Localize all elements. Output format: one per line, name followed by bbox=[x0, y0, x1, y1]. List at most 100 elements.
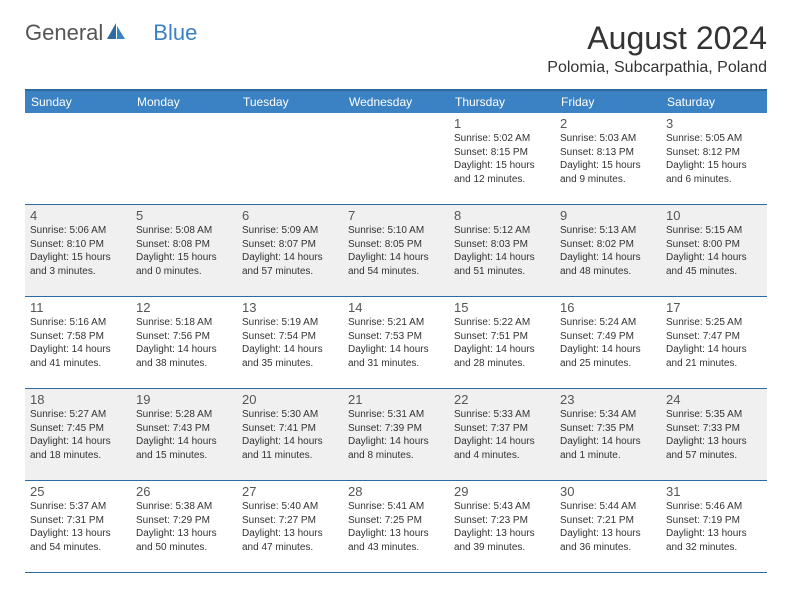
day-number: 19 bbox=[136, 392, 232, 407]
day-number: 5 bbox=[136, 208, 232, 223]
sunrise-text: Sunrise: 5:05 AM bbox=[666, 132, 762, 146]
logo-text-1: General bbox=[25, 20, 103, 46]
calendar-cell: 26Sunrise: 5:38 AMSunset: 7:29 PMDayligh… bbox=[131, 481, 237, 573]
calendar-cell: 12Sunrise: 5:18 AMSunset: 7:56 PMDayligh… bbox=[131, 297, 237, 389]
sunrise-text: Sunrise: 5:06 AM bbox=[30, 224, 126, 238]
sunset-text: Sunset: 7:33 PM bbox=[666, 422, 762, 436]
sail-icon bbox=[105, 21, 127, 46]
sunrise-text: Sunrise: 5:21 AM bbox=[348, 316, 444, 330]
sunrise-text: Sunrise: 5:40 AM bbox=[242, 500, 338, 514]
sunrise-text: Sunrise: 5:15 AM bbox=[666, 224, 762, 238]
calendar-cell: 5Sunrise: 5:08 AMSunset: 8:08 PMDaylight… bbox=[131, 205, 237, 297]
daylight-text: Daylight: 14 hours and 48 minutes. bbox=[560, 251, 656, 278]
day-number: 18 bbox=[30, 392, 126, 407]
calendar-week: 1Sunrise: 5:02 AMSunset: 8:15 PM Daylight… bbox=[25, 113, 767, 205]
calendar-cell: 21Sunrise: 5:31 AMSunset: 7:39 PMDayligh… bbox=[343, 389, 449, 481]
page-title: August 2024 bbox=[547, 20, 767, 57]
calendar-cell: 9Sunrise: 5:13 AMSunset: 8:02 PMDaylight… bbox=[555, 205, 661, 297]
calendar-week: 18Sunrise: 5:27 AMSunset: 7:45 PMDayligh… bbox=[25, 389, 767, 481]
sunrise-text: Sunrise: 5:37 AM bbox=[30, 500, 126, 514]
logo-text-2: Blue bbox=[153, 20, 197, 46]
location-text: Polomia, Subcarpathia, Poland bbox=[547, 59, 767, 77]
daylight-text: Daylight: 13 hours and 32 minutes. bbox=[666, 527, 762, 554]
day-number: 1 bbox=[454, 116, 550, 131]
calendar-week: 4Sunrise: 5:06 AMSunset: 8:10 PMDaylight… bbox=[25, 205, 767, 297]
day-number: 31 bbox=[666, 484, 762, 499]
sunset-text: Sunset: 7:25 PM bbox=[348, 514, 444, 528]
sunrise-text: Sunrise: 5:02 AM bbox=[454, 132, 550, 146]
sunset-text: Sunset: 8:07 PM bbox=[242, 238, 338, 252]
day-number: 12 bbox=[136, 300, 232, 315]
sunrise-text: Sunrise: 5:22 AM bbox=[454, 316, 550, 330]
calendar-cell: 17Sunrise: 5:25 AMSunset: 7:47 PMDayligh… bbox=[661, 297, 767, 389]
sunset-text: Sunset: 8:13 PM bbox=[560, 146, 656, 160]
calendar-cell: 2Sunrise: 5:03 AMSunset: 8:13 PMDaylight… bbox=[555, 113, 661, 205]
title-block: August 2024 Polomia, Subcarpathia, Polan… bbox=[547, 20, 767, 77]
daylight-text: Daylight: 14 hours and 21 minutes. bbox=[666, 343, 762, 370]
sunset-text: Sunset: 7:41 PM bbox=[242, 422, 338, 436]
day-number: 7 bbox=[348, 208, 444, 223]
calendar-cell: 15Sunrise: 5:22 AMSunset: 7:51 PMDayligh… bbox=[449, 297, 555, 389]
daylight-text: Daylight: 13 hours and 39 minutes. bbox=[454, 527, 550, 554]
calendar-cell: 3Sunrise: 5:05 AMSunset: 8:12 PMDaylight… bbox=[661, 113, 767, 205]
daylight-text: Daylight: 13 hours and 57 minutes. bbox=[666, 435, 762, 462]
logo: General Blue bbox=[25, 20, 197, 46]
sunrise-text: Sunrise: 5:10 AM bbox=[348, 224, 444, 238]
daylight-text: Daylight: 14 hours and 31 minutes. bbox=[348, 343, 444, 370]
sunset-text: Sunset: 7:23 PM bbox=[454, 514, 550, 528]
sunrise-text: Sunrise: 5:08 AM bbox=[136, 224, 232, 238]
sunset-text: Sunset: 7:37 PM bbox=[454, 422, 550, 436]
day-number: 2 bbox=[560, 116, 656, 131]
day-number: 9 bbox=[560, 208, 656, 223]
daylight-text: Daylight: 13 hours and 47 minutes. bbox=[242, 527, 338, 554]
calendar-cell: 22Sunrise: 5:33 AMSunset: 7:37 PMDayligh… bbox=[449, 389, 555, 481]
day-number: 29 bbox=[454, 484, 550, 499]
weekday-header: Tuesday bbox=[237, 90, 343, 113]
day-number: 8 bbox=[454, 208, 550, 223]
day-number: 4 bbox=[30, 208, 126, 223]
daylight-text: Daylight: 15 hours and 0 minutes. bbox=[136, 251, 232, 278]
daylight-text: Daylight: 13 hours and 36 minutes. bbox=[560, 527, 656, 554]
weekday-header: Sunday bbox=[25, 90, 131, 113]
sunset-text: Sunset: 7:58 PM bbox=[30, 330, 126, 344]
sunrise-text: Sunrise: 5:46 AM bbox=[666, 500, 762, 514]
sunset-text: Sunset: 7:53 PM bbox=[348, 330, 444, 344]
calendar-cell: 31Sunrise: 5:46 AMSunset: 7:19 PMDayligh… bbox=[661, 481, 767, 573]
sunrise-text: Sunrise: 5:16 AM bbox=[30, 316, 126, 330]
daylight-text: Daylight: 14 hours and 38 minutes. bbox=[136, 343, 232, 370]
daylight-text: Daylight: 14 hours and 57 minutes. bbox=[242, 251, 338, 278]
day-number: 30 bbox=[560, 484, 656, 499]
sunset-text: Sunset: 7:49 PM bbox=[560, 330, 656, 344]
calendar-cell: 23Sunrise: 5:34 AMSunset: 7:35 PMDayligh… bbox=[555, 389, 661, 481]
calendar-cell: 6Sunrise: 5:09 AMSunset: 8:07 PMDaylight… bbox=[237, 205, 343, 297]
weekday-header: Monday bbox=[131, 90, 237, 113]
day-number: 11 bbox=[30, 300, 126, 315]
calendar-cell: 30Sunrise: 5:44 AMSunset: 7:21 PMDayligh… bbox=[555, 481, 661, 573]
calendar-cell bbox=[25, 113, 131, 205]
sunrise-text: Sunrise: 5:44 AM bbox=[560, 500, 656, 514]
day-number: 27 bbox=[242, 484, 338, 499]
sunset-text: Sunset: 7:19 PM bbox=[666, 514, 762, 528]
daylight-text: Daylight: 14 hours and 51 minutes. bbox=[454, 251, 550, 278]
sunrise-text: Sunrise: 5:12 AM bbox=[454, 224, 550, 238]
day-number: 17 bbox=[666, 300, 762, 315]
weekday-header: Saturday bbox=[661, 90, 767, 113]
daylight-text: Daylight: 14 hours and 54 minutes. bbox=[348, 251, 444, 278]
sunset-text: Sunset: 7:27 PM bbox=[242, 514, 338, 528]
day-number: 26 bbox=[136, 484, 232, 499]
sunrise-text: Sunrise: 5:38 AM bbox=[136, 500, 232, 514]
daylight-text: Daylight: 15 hours and 6 minutes. bbox=[666, 159, 762, 186]
daylight-text: Daylight: 14 hours and 1 minute. bbox=[560, 435, 656, 462]
sunset-text: Sunset: 8:08 PM bbox=[136, 238, 232, 252]
sunset-text: Sunset: 8:03 PM bbox=[454, 238, 550, 252]
weekday-header: Thursday bbox=[449, 90, 555, 113]
sunrise-text: Sunrise: 5:27 AM bbox=[30, 408, 126, 422]
sunset-text: Sunset: 8:12 PM bbox=[666, 146, 762, 160]
calendar-table: Sunday Monday Tuesday Wednesday Thursday… bbox=[25, 89, 767, 573]
sunset-text: Sunset: 8:15 PM bbox=[454, 146, 550, 160]
day-number: 14 bbox=[348, 300, 444, 315]
day-number: 20 bbox=[242, 392, 338, 407]
day-number: 22 bbox=[454, 392, 550, 407]
sunset-text: Sunset: 7:56 PM bbox=[136, 330, 232, 344]
sunrise-text: Sunrise: 5:25 AM bbox=[666, 316, 762, 330]
